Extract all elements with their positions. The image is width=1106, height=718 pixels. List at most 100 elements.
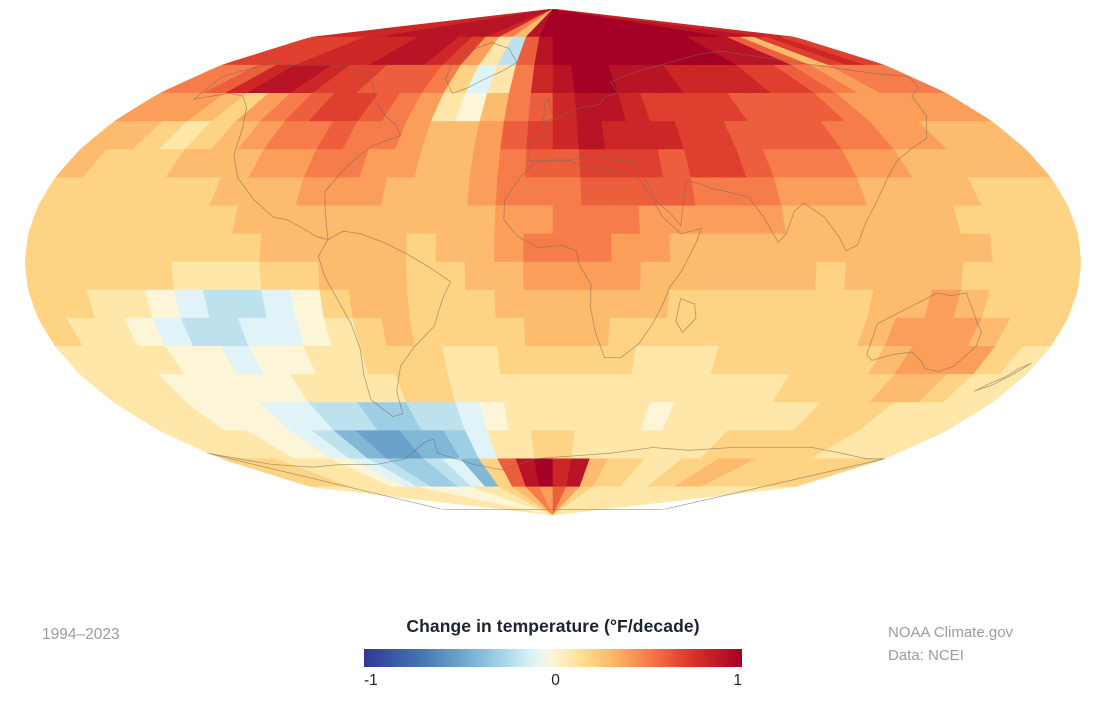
map-grid-cell bbox=[552, 177, 582, 207]
map-grid-cell bbox=[698, 261, 730, 291]
coastline-path bbox=[973, 362, 1032, 392]
world-temperature-map bbox=[25, 9, 1081, 515]
map-grid-cell bbox=[1019, 233, 1053, 263]
map-grid-cell bbox=[525, 346, 554, 375]
map-canvas bbox=[25, 9, 1081, 515]
map-grid-cell bbox=[781, 289, 816, 319]
map-grid-cell bbox=[989, 233, 1023, 263]
map-grid-cell bbox=[1048, 261, 1081, 291]
map-grid-cell bbox=[609, 289, 641, 319]
map-grid-cell bbox=[497, 149, 528, 178]
map-grid-cell bbox=[438, 177, 471, 207]
map-grid-cell bbox=[526, 121, 554, 150]
map-grid-cell bbox=[724, 289, 758, 319]
map-grid-cell bbox=[552, 121, 580, 150]
map-grid-cell bbox=[727, 233, 759, 263]
map-grid-cell bbox=[581, 233, 612, 263]
map-grid-cell bbox=[581, 261, 612, 291]
map-grid-cell bbox=[667, 205, 700, 235]
map-grid-cell bbox=[638, 289, 670, 319]
map-grid-cell bbox=[640, 261, 671, 291]
map-grid-cell bbox=[469, 149, 501, 178]
coastline-path bbox=[866, 292, 982, 373]
map-grid-cell bbox=[528, 402, 554, 431]
map-grid-cell bbox=[781, 205, 816, 235]
map-grid-cell bbox=[495, 317, 526, 347]
map-grid-cell bbox=[873, 233, 906, 263]
map-grid-cell bbox=[503, 93, 532, 122]
map-grid-cell bbox=[442, 149, 475, 178]
map-grid-cell bbox=[605, 346, 637, 375]
map-grid-cell bbox=[724, 205, 758, 235]
map-grid-cell bbox=[290, 205, 325, 235]
map-grid-cell bbox=[171, 261, 204, 291]
map-grid-cell bbox=[83, 233, 117, 263]
coastline-path bbox=[207, 438, 885, 510]
colorbar-legend: Change in temperature (°F/decade) -1 0 1 bbox=[343, 616, 763, 690]
map-grid-cell bbox=[530, 430, 554, 460]
coastline-path bbox=[540, 98, 557, 122]
map-grid-cell bbox=[259, 233, 291, 263]
map-grid-cell bbox=[578, 149, 609, 178]
colorbar-tick-min: -1 bbox=[364, 672, 378, 689]
map-grid-cell bbox=[815, 233, 847, 263]
source-credit: NOAA Climate.gov Data: NCEI bbox=[888, 622, 1013, 667]
map-grid-cell bbox=[288, 233, 321, 263]
map-grid-cell bbox=[112, 261, 146, 291]
map-grid-cell bbox=[844, 261, 876, 291]
map-grid-cell bbox=[465, 205, 497, 235]
map-grid-cell bbox=[319, 205, 354, 235]
coastline-path bbox=[445, 42, 518, 94]
map-grid-cell bbox=[348, 289, 382, 319]
map-grid-cell bbox=[409, 317, 443, 347]
map-grid-cell bbox=[347, 261, 379, 291]
map-grid-cell bbox=[435, 261, 466, 291]
map-grid-cell bbox=[406, 289, 439, 319]
legend-title: Change in temperature (°F/decade) bbox=[406, 616, 700, 636]
map-grid-cell bbox=[873, 261, 906, 291]
map-grid-cell bbox=[610, 233, 642, 263]
map-grid-cell bbox=[663, 317, 697, 347]
map-grid-cell bbox=[288, 261, 321, 291]
map-grid-cell bbox=[83, 261, 117, 291]
map-grid-cell bbox=[465, 289, 497, 319]
map-grid-cell bbox=[466, 317, 499, 347]
map-grid-cell bbox=[376, 233, 408, 263]
map-grid-cell bbox=[347, 233, 379, 263]
map-grid-cell bbox=[231, 205, 268, 235]
map-grid-cell bbox=[931, 261, 964, 291]
map-grid-cell bbox=[473, 374, 505, 403]
map-grid-cell bbox=[607, 317, 640, 347]
map-grid-cell bbox=[409, 177, 443, 207]
map-grid-cell bbox=[960, 233, 994, 263]
map-grid-cell bbox=[815, 261, 847, 291]
map-grid-cell bbox=[552, 430, 576, 460]
map-grid-cell bbox=[552, 346, 581, 375]
map-footer: 1994–2023 Change in temperature (°F/deca… bbox=[0, 560, 1106, 718]
map-grid-cell bbox=[528, 93, 554, 122]
map-grid-cell bbox=[698, 233, 730, 263]
map-grid-cell bbox=[473, 121, 505, 150]
map-grid-cell bbox=[785, 233, 818, 263]
map-grid-cell bbox=[230, 261, 262, 291]
map-grid-cell bbox=[523, 205, 554, 235]
map-grid-cell bbox=[552, 64, 576, 94]
coastline-path bbox=[317, 230, 452, 418]
map-grid-cell bbox=[727, 261, 759, 291]
coastline-outlines bbox=[192, 42, 1032, 510]
map-grid-cell bbox=[503, 402, 532, 431]
map-grid-cell bbox=[577, 374, 606, 403]
map-grid-cell bbox=[25, 261, 58, 291]
map-grid-cell bbox=[756, 233, 788, 263]
map-grid-cell bbox=[318, 261, 350, 291]
map-grid-cell bbox=[523, 289, 554, 319]
map-grid-cell bbox=[259, 261, 291, 291]
map-grid-cell bbox=[552, 289, 583, 319]
map-grid-cell bbox=[669, 233, 700, 263]
period-label: 1994–2023 bbox=[42, 626, 120, 643]
map-grid-cell bbox=[500, 121, 529, 150]
map-grid-cell bbox=[377, 289, 411, 319]
colorbar-ticks: -1 0 1 bbox=[364, 672, 742, 690]
map-grid-cell bbox=[902, 233, 935, 263]
map-grid-cell bbox=[494, 289, 525, 319]
